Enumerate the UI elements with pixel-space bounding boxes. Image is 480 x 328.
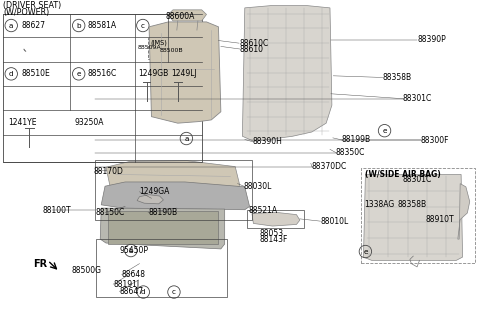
Polygon shape [242, 6, 332, 141]
Text: 88350C: 88350C [336, 148, 365, 157]
Text: 88191J: 88191J [113, 280, 139, 289]
Text: b: b [129, 248, 133, 254]
Text: 93250A: 93250A [75, 118, 104, 127]
Text: FR: FR [33, 258, 48, 269]
Text: a: a [184, 135, 189, 141]
Bar [96, 239, 227, 297]
Text: 88600A: 88600A [166, 12, 195, 21]
Bar [108, 211, 218, 244]
Polygon shape [100, 208, 225, 249]
Text: 88648: 88648 [122, 270, 146, 279]
Text: 88610C: 88610C [239, 39, 268, 48]
Polygon shape [363, 174, 463, 260]
Text: d: d [9, 71, 13, 77]
Bar [3, 14, 202, 162]
Text: 95450P: 95450P [120, 246, 148, 255]
Text: 88390P: 88390P [417, 35, 446, 44]
Text: 88301C: 88301C [403, 175, 432, 184]
Text: b: b [76, 23, 81, 29]
Text: 88143F: 88143F [259, 235, 288, 244]
Text: 88627: 88627 [21, 21, 45, 30]
Bar [247, 210, 304, 228]
Bar [148, 38, 200, 59]
Text: 88150C: 88150C [96, 208, 125, 217]
Polygon shape [137, 195, 163, 204]
Text: c: c [172, 289, 176, 295]
Text: 88581A: 88581A [88, 21, 117, 30]
Text: (IMS): (IMS) [150, 39, 167, 46]
Text: 88509A: 88509A [138, 45, 161, 50]
Text: e: e [382, 128, 387, 134]
Text: e: e [76, 71, 81, 77]
Polygon shape [106, 161, 240, 191]
Text: 88370DC: 88370DC [312, 162, 347, 171]
Text: 88301C: 88301C [403, 94, 432, 103]
Text: 88910T: 88910T [426, 215, 455, 224]
Text: a: a [9, 23, 13, 29]
Text: 88390H: 88390H [253, 137, 283, 146]
Text: (DRIVER SEAT): (DRIVER SEAT) [3, 1, 61, 10]
Text: 88170D: 88170D [93, 167, 123, 176]
Text: 88190B: 88190B [148, 208, 177, 217]
Text: 88100T: 88100T [43, 206, 72, 215]
Bar [96, 160, 252, 219]
Text: 1249GA: 1249GA [140, 187, 170, 196]
Polygon shape [168, 10, 206, 21]
Text: (W/SIDE AIR BAG): (W/SIDE AIR BAG) [365, 170, 441, 179]
Text: c: c [141, 23, 145, 29]
Text: 88500G: 88500G [72, 266, 102, 275]
Text: 88053: 88053 [259, 229, 283, 238]
Text: 88010L: 88010L [321, 217, 348, 226]
Text: 88516C: 88516C [88, 69, 117, 78]
Bar [360, 168, 476, 263]
Polygon shape [149, 22, 221, 123]
Polygon shape [252, 212, 300, 226]
Text: 88521A: 88521A [249, 206, 278, 215]
Text: 1241YE: 1241YE [8, 118, 36, 127]
Text: 88358B: 88358B [398, 200, 427, 209]
Text: 88300F: 88300F [421, 136, 449, 145]
Text: d: d [141, 289, 145, 295]
Text: 1338AG: 1338AG [364, 200, 395, 209]
Text: 1249GB: 1249GB [139, 69, 169, 78]
Text: 88358B: 88358B [383, 73, 412, 82]
Text: 88510E: 88510E [21, 69, 50, 78]
Polygon shape [101, 182, 250, 210]
Text: 1249LJ: 1249LJ [171, 69, 197, 78]
Text: (W/POWER): (W/POWER) [3, 8, 49, 17]
Polygon shape [458, 184, 470, 239]
Text: 88610: 88610 [240, 45, 264, 53]
Text: 88199B: 88199B [341, 135, 371, 144]
Text: e: e [363, 249, 368, 255]
Text: 88500B: 88500B [159, 48, 183, 53]
Text: 88647: 88647 [120, 287, 144, 296]
Text: 88030L: 88030L [244, 182, 272, 191]
